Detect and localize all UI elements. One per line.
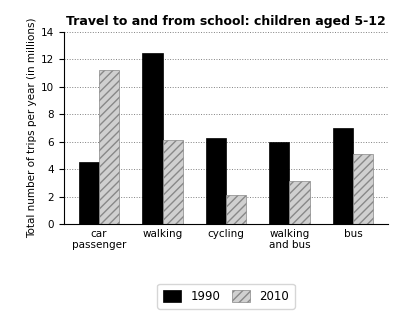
Y-axis label: Total number of trips per year (in millions): Total number of trips per year (in milli…	[27, 18, 37, 238]
Title: Travel to and from school: children aged 5-12: Travel to and from school: children aged…	[66, 15, 386, 28]
Bar	[226, 195, 246, 224]
Bar	[79, 162, 99, 224]
Bar	[353, 154, 373, 224]
Bar	[333, 128, 353, 224]
Bar	[162, 140, 183, 224]
Legend: 1990, 2010: 1990, 2010	[157, 284, 295, 308]
Bar	[290, 181, 310, 224]
Bar	[99, 70, 119, 224]
Bar	[206, 138, 226, 224]
Bar	[269, 142, 290, 224]
Bar	[142, 52, 162, 224]
